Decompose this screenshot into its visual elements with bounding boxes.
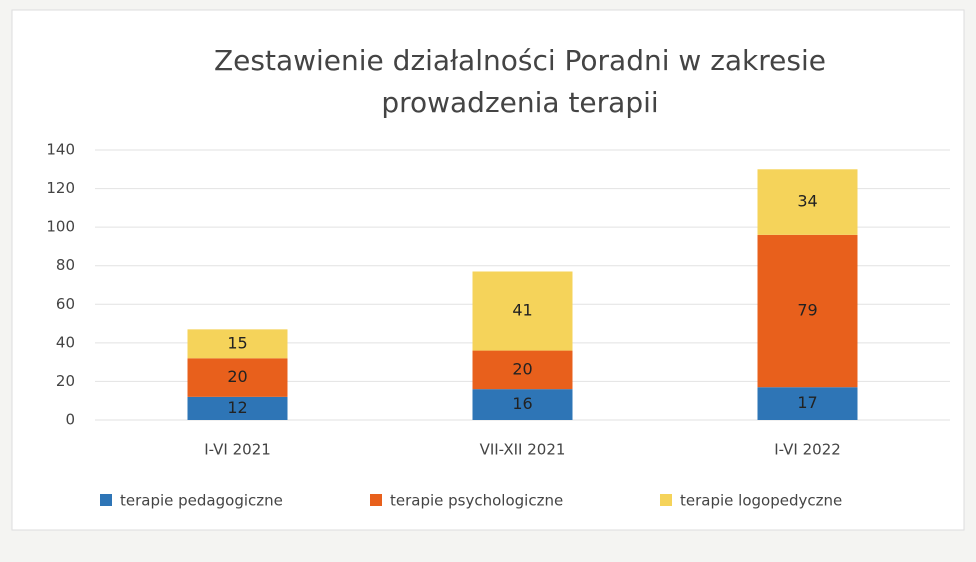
legend-label: terapie psychologiczne <box>390 492 563 510</box>
data-label: 79 <box>797 301 817 320</box>
data-label: 20 <box>227 367 247 386</box>
bar-segment <box>187 329 288 359</box>
legend-label: terapie pedagogiczne <box>120 492 283 510</box>
data-label: 15 <box>227 333 247 352</box>
y-tick-label: 120 <box>46 179 75 197</box>
bar-segment <box>472 271 573 351</box>
data-label: 17 <box>797 393 817 412</box>
x-tick-label: I-VI 2022 <box>774 441 841 459</box>
x-tick-label: I-VI 2021 <box>204 441 271 459</box>
y-tick-label: 20 <box>56 372 75 390</box>
bar-segment <box>472 389 573 420</box>
legend-swatch <box>370 494 382 506</box>
y-tick-label: 60 <box>56 295 75 313</box>
bar-segment <box>757 234 858 388</box>
y-tick-label: 40 <box>56 333 75 351</box>
data-label: 12 <box>227 398 247 417</box>
legend-swatch <box>660 494 672 506</box>
legend-swatch <box>100 494 112 506</box>
data-label: 34 <box>797 192 817 211</box>
data-label: 20 <box>512 359 532 378</box>
y-tick-label: 140 <box>46 141 75 159</box>
data-label: 41 <box>512 301 532 320</box>
chart-title: Zestawienie działalności Poradni w zakre… <box>213 44 826 119</box>
bar-segment <box>187 358 288 397</box>
y-tick-label: 100 <box>46 218 75 236</box>
bar-segment <box>757 387 858 420</box>
x-tick-label: VII-XII 2021 <box>480 441 566 459</box>
y-tick-label: 80 <box>56 256 75 274</box>
y-tick-label: 0 <box>65 411 75 429</box>
data-label: 16 <box>512 394 532 413</box>
bar-segment <box>187 396 288 420</box>
legend-label: terapie logopedyczne <box>680 492 842 510</box>
bar-segment <box>472 350 573 390</box>
bar-segment <box>757 169 858 235</box>
